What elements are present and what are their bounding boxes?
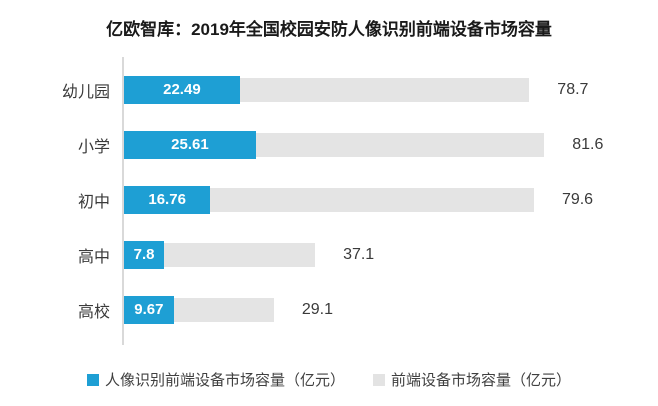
category-label: 高校 [77,303,110,321]
chart-row: 高校 9.67 29.1 [0,282,658,337]
chart-row: 初中 16.76 79.6 [0,172,658,227]
bar-track: 16.76 79.6 [124,172,658,227]
category-label: 小学 [77,138,110,156]
chart-title: 亿欧智库：2019年全国校园安防人像识别前端设备市场容量 [106,20,552,39]
legend-label-frontend-equipment: 前端设备市场容量（亿元） [391,372,572,390]
gray-bar-value-label: 78.7 [557,80,589,98]
legend-label-facial-recognition: 人像识别前端设备市场容量（亿元） [104,372,345,390]
blue-bar-value-label: 16.76 [148,191,186,209]
blue-bar[interactable]: 7.8 [124,240,165,269]
gray-bar-value-label: 37.1 [343,245,375,263]
legend-swatch-gray-icon [373,373,385,386]
chart-row: 小学 25.61 81.6 [0,117,658,172]
bar-track: 7.8 37.1 [124,227,658,282]
gray-bar-value-label: 79.6 [561,190,594,208]
category-label: 幼儿园 [61,83,110,101]
category-label: 初中 [77,193,110,211]
blue-bar-value-label: 22.49 [163,81,201,99]
chart-row: 幼儿园 22.49 78.7 [0,62,658,117]
blue-bar[interactable]: 22.49 [124,75,240,104]
legend-item-facial-recognition[interactable]: 人像识别前端设备市场容量（亿元） [86,369,345,390]
blue-bar[interactable]: 16.76 [124,185,211,214]
legend: 人像识别前端设备市场容量（亿元） 前端设备市场容量（亿元） [0,369,658,390]
blue-bar-value-label: 25.61 [171,136,209,154]
gray-bar-value-label: 29.1 [301,300,333,318]
blue-bar-value-label: 9.67 [134,301,164,319]
legend-swatch-blue-icon [86,373,99,386]
gray-bar-value-label: 81.6 [572,135,604,153]
legend-item-frontend-equipment[interactable]: 前端设备市场容量（亿元） [373,369,571,390]
blue-bar[interactable]: 25.61 [124,130,256,159]
bar-chart: 亿欧智库：2019年全国校园安防人像识别前端设备市场容量 幼儿园 22.49 7… [0,20,658,406]
category-label: 高中 [77,248,110,266]
bar-track: 25.61 81.6 [124,117,658,172]
bar-track: 22.49 78.7 [124,62,658,117]
blue-bar[interactable]: 9.67 [124,295,174,324]
blue-bar-value-label: 7.8 [133,246,155,264]
bar-track: 9.67 29.1 [124,282,658,337]
chart-row: 高中 7.8 37.1 [0,227,658,282]
plot-area: 幼儿园 22.49 78.7 小学 25.61 81.6 初中 16.76 79… [0,57,658,346]
